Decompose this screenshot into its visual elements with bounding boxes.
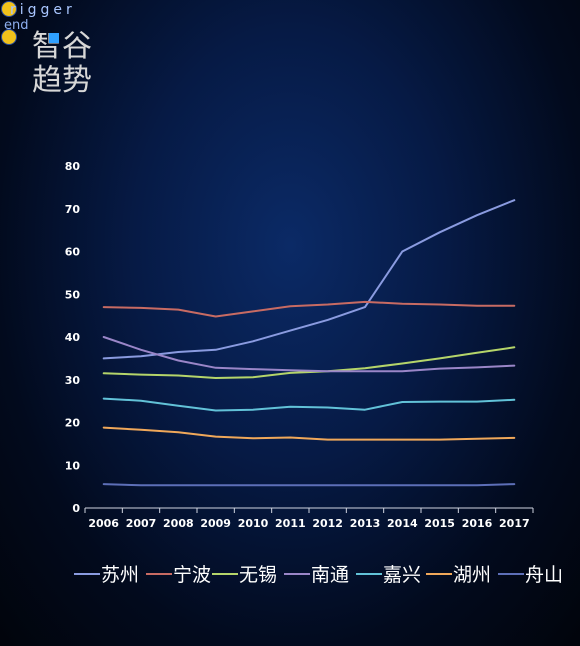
logo-t-badge	[1, 1, 17, 17]
legend-label: 南通	[311, 564, 349, 586]
series-line-南通	[102, 336, 516, 373]
y-tick-label: 80	[65, 160, 81, 173]
series-line-宁波	[102, 300, 516, 318]
x-tick-label: 2017	[499, 517, 530, 530]
x-tick-label: 2014	[387, 517, 418, 530]
x-tick-label: 2015	[424, 517, 455, 530]
x-tick-label: 2009	[200, 517, 231, 530]
brand-line-1: 智谷	[32, 29, 92, 64]
y-tick-label: 70	[65, 203, 81, 216]
legend-label: 无锡	[239, 564, 277, 586]
y-tick-label: 30	[65, 374, 81, 387]
x-tick-label: 2012	[312, 517, 343, 530]
x-tick-label: 2008	[163, 517, 194, 530]
y-tick-label: 10	[65, 459, 81, 472]
series-line-湖州	[102, 426, 516, 441]
x-tick-label: 2007	[126, 517, 157, 530]
logo-t-badge-2	[1, 29, 17, 45]
y-tick-label: 50	[65, 288, 81, 301]
brand-title: 智谷 趋势	[32, 30, 92, 98]
series-line-无锡	[102, 346, 516, 379]
y-tick-label: 20	[65, 417, 81, 430]
x-tick-label: 2006	[88, 517, 119, 530]
trigger-trend-logo: rigger end	[0, 0, 120, 110]
x-tick-label: 2016	[462, 517, 493, 530]
legend-label: 舟山	[525, 564, 563, 586]
x-tick-label: 2010	[238, 517, 269, 530]
logo-word-horizontal: rigger	[10, 2, 76, 18]
brand-line-2: 趋势	[32, 63, 92, 98]
y-tick-label: 60	[65, 246, 81, 259]
y-tick-label: 40	[65, 331, 81, 344]
x-tick-label: 2013	[350, 517, 381, 530]
x-tick-label: 2011	[275, 517, 306, 530]
series-line-嘉兴	[102, 397, 516, 412]
y-tick-label: 0	[72, 502, 80, 515]
series-line-苏州	[102, 199, 516, 360]
series-line-舟山	[102, 483, 516, 487]
brand-square-icon	[49, 33, 59, 43]
legend-label: 嘉兴	[383, 564, 421, 586]
legend-label: 湖州	[453, 564, 491, 586]
legend-label: 宁波	[173, 564, 211, 586]
legend-label: 苏州	[101, 564, 139, 586]
